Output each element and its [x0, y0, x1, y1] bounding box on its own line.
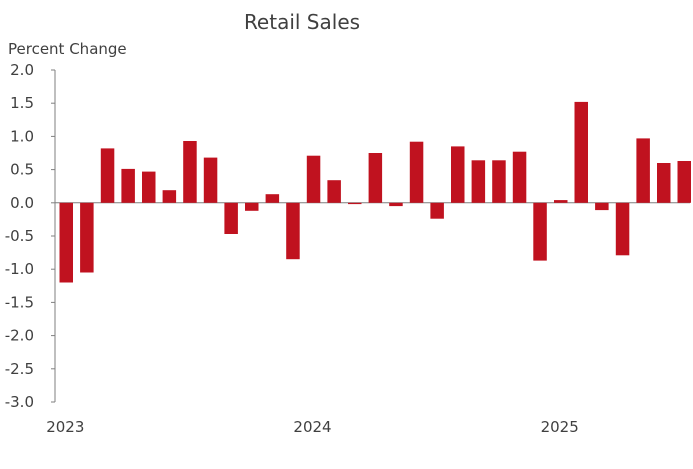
- bar: [286, 202, 300, 260]
- y-axis-label: Percent Change: [8, 40, 127, 58]
- bar: [100, 148, 115, 203]
- bar: [368, 153, 383, 203]
- y-tick-label: -1.5: [5, 293, 34, 311]
- y-tick-label: -1.0: [5, 260, 34, 278]
- x-tick-label: 2024: [293, 418, 331, 436]
- bars: [59, 101, 691, 283]
- y-tick-label: -0.5: [5, 227, 34, 245]
- bar: [183, 141, 197, 203]
- bar: [492, 160, 506, 203]
- y-tick-label: -2.0: [5, 327, 34, 345]
- y-axis: 2.0 1.5 1.0 0.5 0.0 -0.5 -1.0 -1.5 -2.0 -2.5 -3.0: [5, 61, 56, 411]
- bar: [471, 160, 486, 203]
- y-tick-label: 1.5: [10, 94, 34, 112]
- bar: [245, 202, 259, 211]
- bar: [574, 101, 588, 203]
- y-tick-label: 0.5: [10, 161, 34, 179]
- x-axis: 2023 2024 2025: [46, 202, 690, 436]
- y-tick-label: -3.0: [5, 393, 34, 411]
- bar: [430, 202, 444, 219]
- bar: [265, 194, 280, 203]
- bar: [59, 202, 73, 283]
- bar: [142, 171, 156, 203]
- chart-title: Retail Sales: [243, 10, 361, 34]
- bar: [554, 200, 568, 203]
- bar: [657, 163, 671, 203]
- bar: [389, 202, 403, 207]
- bar: [595, 202, 609, 211]
- x-tick-label: 2025: [541, 418, 579, 436]
- y-tick-label: 2.0: [10, 61, 34, 79]
- bar: [451, 146, 465, 203]
- y-tick-label: 1.0: [10, 127, 34, 145]
- bar: [677, 161, 691, 203]
- bar: [80, 202, 94, 273]
- bar: [224, 202, 238, 234]
- bar: [162, 190, 177, 203]
- bar: [348, 202, 362, 205]
- bar: [512, 151, 527, 203]
- bar: [327, 180, 341, 203]
- bar: [121, 168, 135, 203]
- bar: [306, 155, 321, 203]
- bar: [409, 141, 424, 203]
- y-tick-label: 0.0: [10, 194, 34, 212]
- y-tick-label: -2.5: [5, 360, 34, 378]
- bar: [203, 157, 218, 203]
- x-tick-label: 2023: [46, 418, 84, 436]
- bar: [636, 138, 650, 203]
- bar: [615, 202, 630, 256]
- bar: [533, 202, 547, 261]
